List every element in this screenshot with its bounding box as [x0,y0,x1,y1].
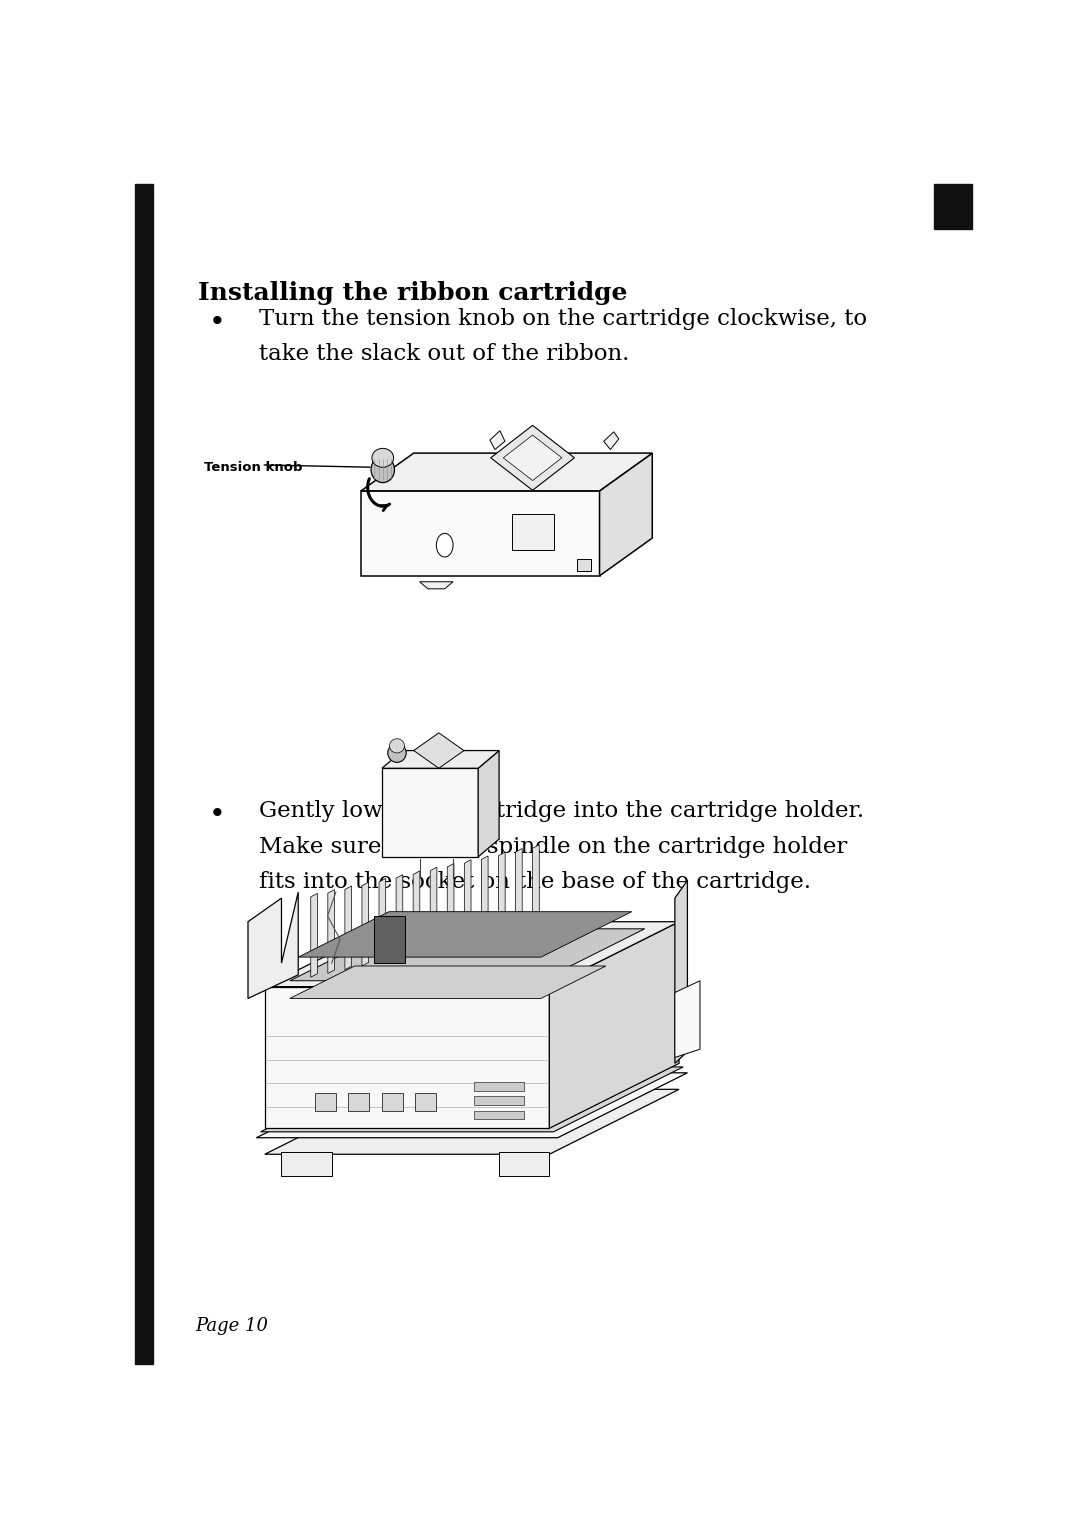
Polygon shape [515,848,523,932]
Polygon shape [382,751,499,768]
Polygon shape [503,435,562,480]
Text: Installing the ribbon cartridge: Installing the ribbon cartridge [198,281,627,305]
Polygon shape [374,915,405,963]
Bar [135,184,153,1364]
Bar [416,1093,436,1110]
Text: Gently lower the cartridge into the cartridge holder.: Gently lower the cartridge into the cart… [259,800,864,822]
Polygon shape [447,863,454,947]
Bar [474,1096,524,1105]
Bar [474,1110,524,1119]
Bar [349,1093,369,1110]
Polygon shape [464,860,471,943]
Circle shape [436,533,454,556]
Polygon shape [550,921,679,1128]
Polygon shape [311,894,318,977]
Polygon shape [532,845,539,929]
Bar [474,1082,524,1090]
Polygon shape [599,454,652,576]
Polygon shape [420,581,454,589]
Polygon shape [379,878,386,963]
Polygon shape [414,733,464,768]
Polygon shape [490,431,505,449]
Bar [499,1151,550,1176]
Ellipse shape [372,448,393,468]
Polygon shape [265,1090,679,1154]
Polygon shape [345,886,352,970]
Text: Make sure that the spindle on the cartridge holder: Make sure that the spindle on the cartri… [259,835,847,857]
Polygon shape [675,981,700,1058]
Polygon shape [577,560,591,572]
Polygon shape [256,1073,688,1137]
Polygon shape [361,454,652,491]
Text: Turn the tension knob on the cartridge clockwise, to: Turn the tension knob on the cartridge c… [259,308,867,330]
Text: Tension knob: Tension knob [204,461,303,474]
Polygon shape [499,852,505,937]
Polygon shape [265,921,679,987]
Polygon shape [604,432,619,449]
Bar [934,184,972,228]
Polygon shape [328,889,335,973]
Polygon shape [289,966,606,998]
Polygon shape [361,491,599,576]
Polygon shape [414,871,420,955]
Ellipse shape [388,744,406,762]
Ellipse shape [390,739,405,753]
Polygon shape [382,768,478,857]
Text: Page 10: Page 10 [195,1317,268,1335]
Bar [282,1151,332,1176]
Polygon shape [265,987,550,1128]
Text: take the slack out of the ribbon.: take the slack out of the ribbon. [259,343,630,365]
Polygon shape [260,1067,684,1131]
Polygon shape [490,425,575,491]
Polygon shape [396,875,403,958]
Polygon shape [430,868,437,950]
Polygon shape [675,880,688,1064]
Bar [315,1093,336,1110]
Polygon shape [478,751,499,857]
Polygon shape [248,892,298,998]
Text: •: • [208,800,226,828]
Polygon shape [289,929,645,981]
Text: •: • [208,308,226,336]
Bar [382,1093,403,1110]
Polygon shape [362,881,368,966]
Polygon shape [512,515,554,550]
Text: fits into the socket on the base of the cartridge.: fits into the socket on the base of the … [259,871,811,892]
Polygon shape [298,912,632,957]
Polygon shape [482,855,488,940]
Ellipse shape [372,457,394,483]
